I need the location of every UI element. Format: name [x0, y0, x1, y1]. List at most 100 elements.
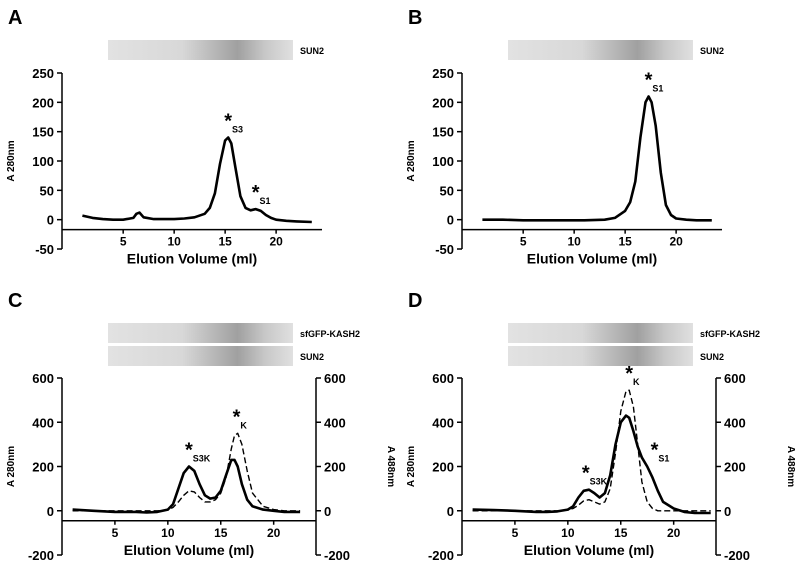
- data-line: [472, 389, 711, 512]
- annotation-sub: S1: [658, 454, 669, 464]
- x-tick-label: 15: [214, 526, 228, 540]
- x-tick-label: 10: [561, 526, 575, 540]
- annotation-star: *: [645, 69, 653, 91]
- blot-label: SUN2: [300, 352, 324, 362]
- y-axis-label: A 280nm: [406, 140, 417, 181]
- x-axis-label: Elution Volume (ml): [524, 542, 654, 558]
- x-tick-label: 20: [669, 235, 683, 249]
- x-tick-label: 20: [667, 526, 681, 540]
- data-line: [82, 136, 312, 224]
- annotation-sub: K: [240, 420, 247, 430]
- y-tick-label: 400: [432, 415, 454, 430]
- y-axis-label: A 280nm: [6, 140, 17, 181]
- blot-label: SUN2: [700, 46, 724, 56]
- x-tick-label: 5: [512, 526, 519, 540]
- y-tick-label: 0: [447, 504, 454, 519]
- annotation-sub: S1: [652, 83, 663, 93]
- data-line: [72, 432, 301, 512]
- gel-strip: [508, 40, 693, 60]
- y-tick-label: 150: [32, 125, 54, 140]
- x-tick-label: 20: [269, 235, 283, 249]
- y-tick-label: 0: [47, 213, 54, 228]
- y2-tick-label: 400: [324, 415, 346, 430]
- annotation-star: *: [651, 440, 659, 462]
- annotation-sub: S3K: [590, 477, 608, 487]
- y2-tick-label: 200: [324, 460, 346, 475]
- y-tick-label: -200: [428, 548, 454, 563]
- y2-tick-label: 600: [324, 371, 346, 386]
- data-line: [472, 414, 711, 515]
- panel-label: C: [8, 290, 22, 312]
- y-tick-label: 100: [432, 154, 454, 169]
- y-tick-label: -200: [28, 548, 54, 563]
- blot-label: SUN2: [700, 352, 724, 362]
- annotation-star: *: [224, 111, 232, 133]
- x-tick-label: 10: [567, 235, 581, 249]
- x-tick-label: 10: [167, 235, 181, 249]
- panel: B SUN2 -50 0 50 100 150 200 250 A 280nm 5 10 15 20 Elu…: [406, 7, 724, 267]
- y2-tick-label: 400: [724, 415, 746, 430]
- peak-annotation: *S1: [645, 69, 664, 93]
- y2-axis-label: A 488nm: [785, 446, 796, 487]
- y2-tick-label: -200: [324, 548, 350, 563]
- annotation-sub: S1: [260, 196, 271, 206]
- x-tick-label: 15: [218, 235, 232, 249]
- y-tick-label: 0: [47, 504, 54, 519]
- gel-strip: [108, 346, 293, 366]
- y-tick-label: 200: [432, 460, 454, 475]
- x-tick-label: 20: [267, 526, 281, 540]
- peak-annotation: *S3K: [582, 463, 608, 487]
- blot-label: SUN2: [300, 46, 324, 56]
- y-tick-label: 600: [432, 371, 454, 386]
- y-tick-label: 200: [32, 95, 54, 110]
- x-axis-label: Elution Volume (ml): [124, 542, 254, 558]
- peak-annotation: *S3: [224, 111, 243, 135]
- y-tick-label: 250: [432, 66, 454, 81]
- y-tick-label: 200: [32, 460, 54, 475]
- y-tick-label: 50: [40, 183, 54, 198]
- x-tick-label: 15: [618, 235, 632, 249]
- panel: A SUN2 -50 0 50 100 150 200 250 A 280nm 5 10 15 20 Elu…: [6, 7, 324, 267]
- y-tick-label: -50: [435, 242, 454, 257]
- peak-annotation: *S1: [252, 182, 271, 206]
- annotation-star: *: [233, 406, 241, 428]
- y2-tick-label: 600: [724, 371, 746, 386]
- peak-annotation: *K: [233, 406, 248, 430]
- annotation-star: *: [185, 440, 193, 462]
- y-tick-label: 600: [32, 371, 54, 386]
- y2-tick-label: -200: [724, 548, 750, 563]
- x-axis-label: Elution Volume (ml): [127, 251, 257, 267]
- y-axis-label: A 280nm: [406, 446, 417, 487]
- y-tick-label: 200: [432, 95, 454, 110]
- panel-label: B: [408, 7, 422, 29]
- gel-strip: [108, 323, 293, 343]
- annotation-star: *: [625, 363, 633, 385]
- y-tick-label: 50: [440, 183, 454, 198]
- annotation-sub: S3: [232, 125, 243, 135]
- gel-strip: [508, 346, 693, 366]
- x-tick-label: 5: [520, 235, 527, 249]
- x-tick-label: 5: [120, 235, 127, 249]
- data-line: [72, 458, 301, 514]
- gel-strip: [508, 323, 693, 343]
- panel-label: A: [8, 7, 22, 29]
- peak-annotation: *S3K: [185, 440, 211, 464]
- y2-tick-label: 200: [724, 460, 746, 475]
- annotation-sub: S3K: [193, 454, 211, 464]
- blot-label: sfGFP-KASH2: [700, 329, 760, 339]
- y-axis-label: A 280nm: [6, 446, 17, 487]
- y-tick-label: 150: [432, 125, 454, 140]
- data-line: [482, 95, 712, 222]
- y-tick-label: 0: [447, 213, 454, 228]
- panel-label: D: [408, 290, 422, 312]
- gel-strip: [108, 40, 293, 60]
- y2-axis-label: A 488nm: [385, 446, 396, 487]
- peak-annotation: *K: [625, 363, 640, 387]
- annotation-star: *: [582, 463, 590, 485]
- peak-annotation: *S1: [651, 440, 670, 464]
- annotation-star: *: [252, 182, 260, 204]
